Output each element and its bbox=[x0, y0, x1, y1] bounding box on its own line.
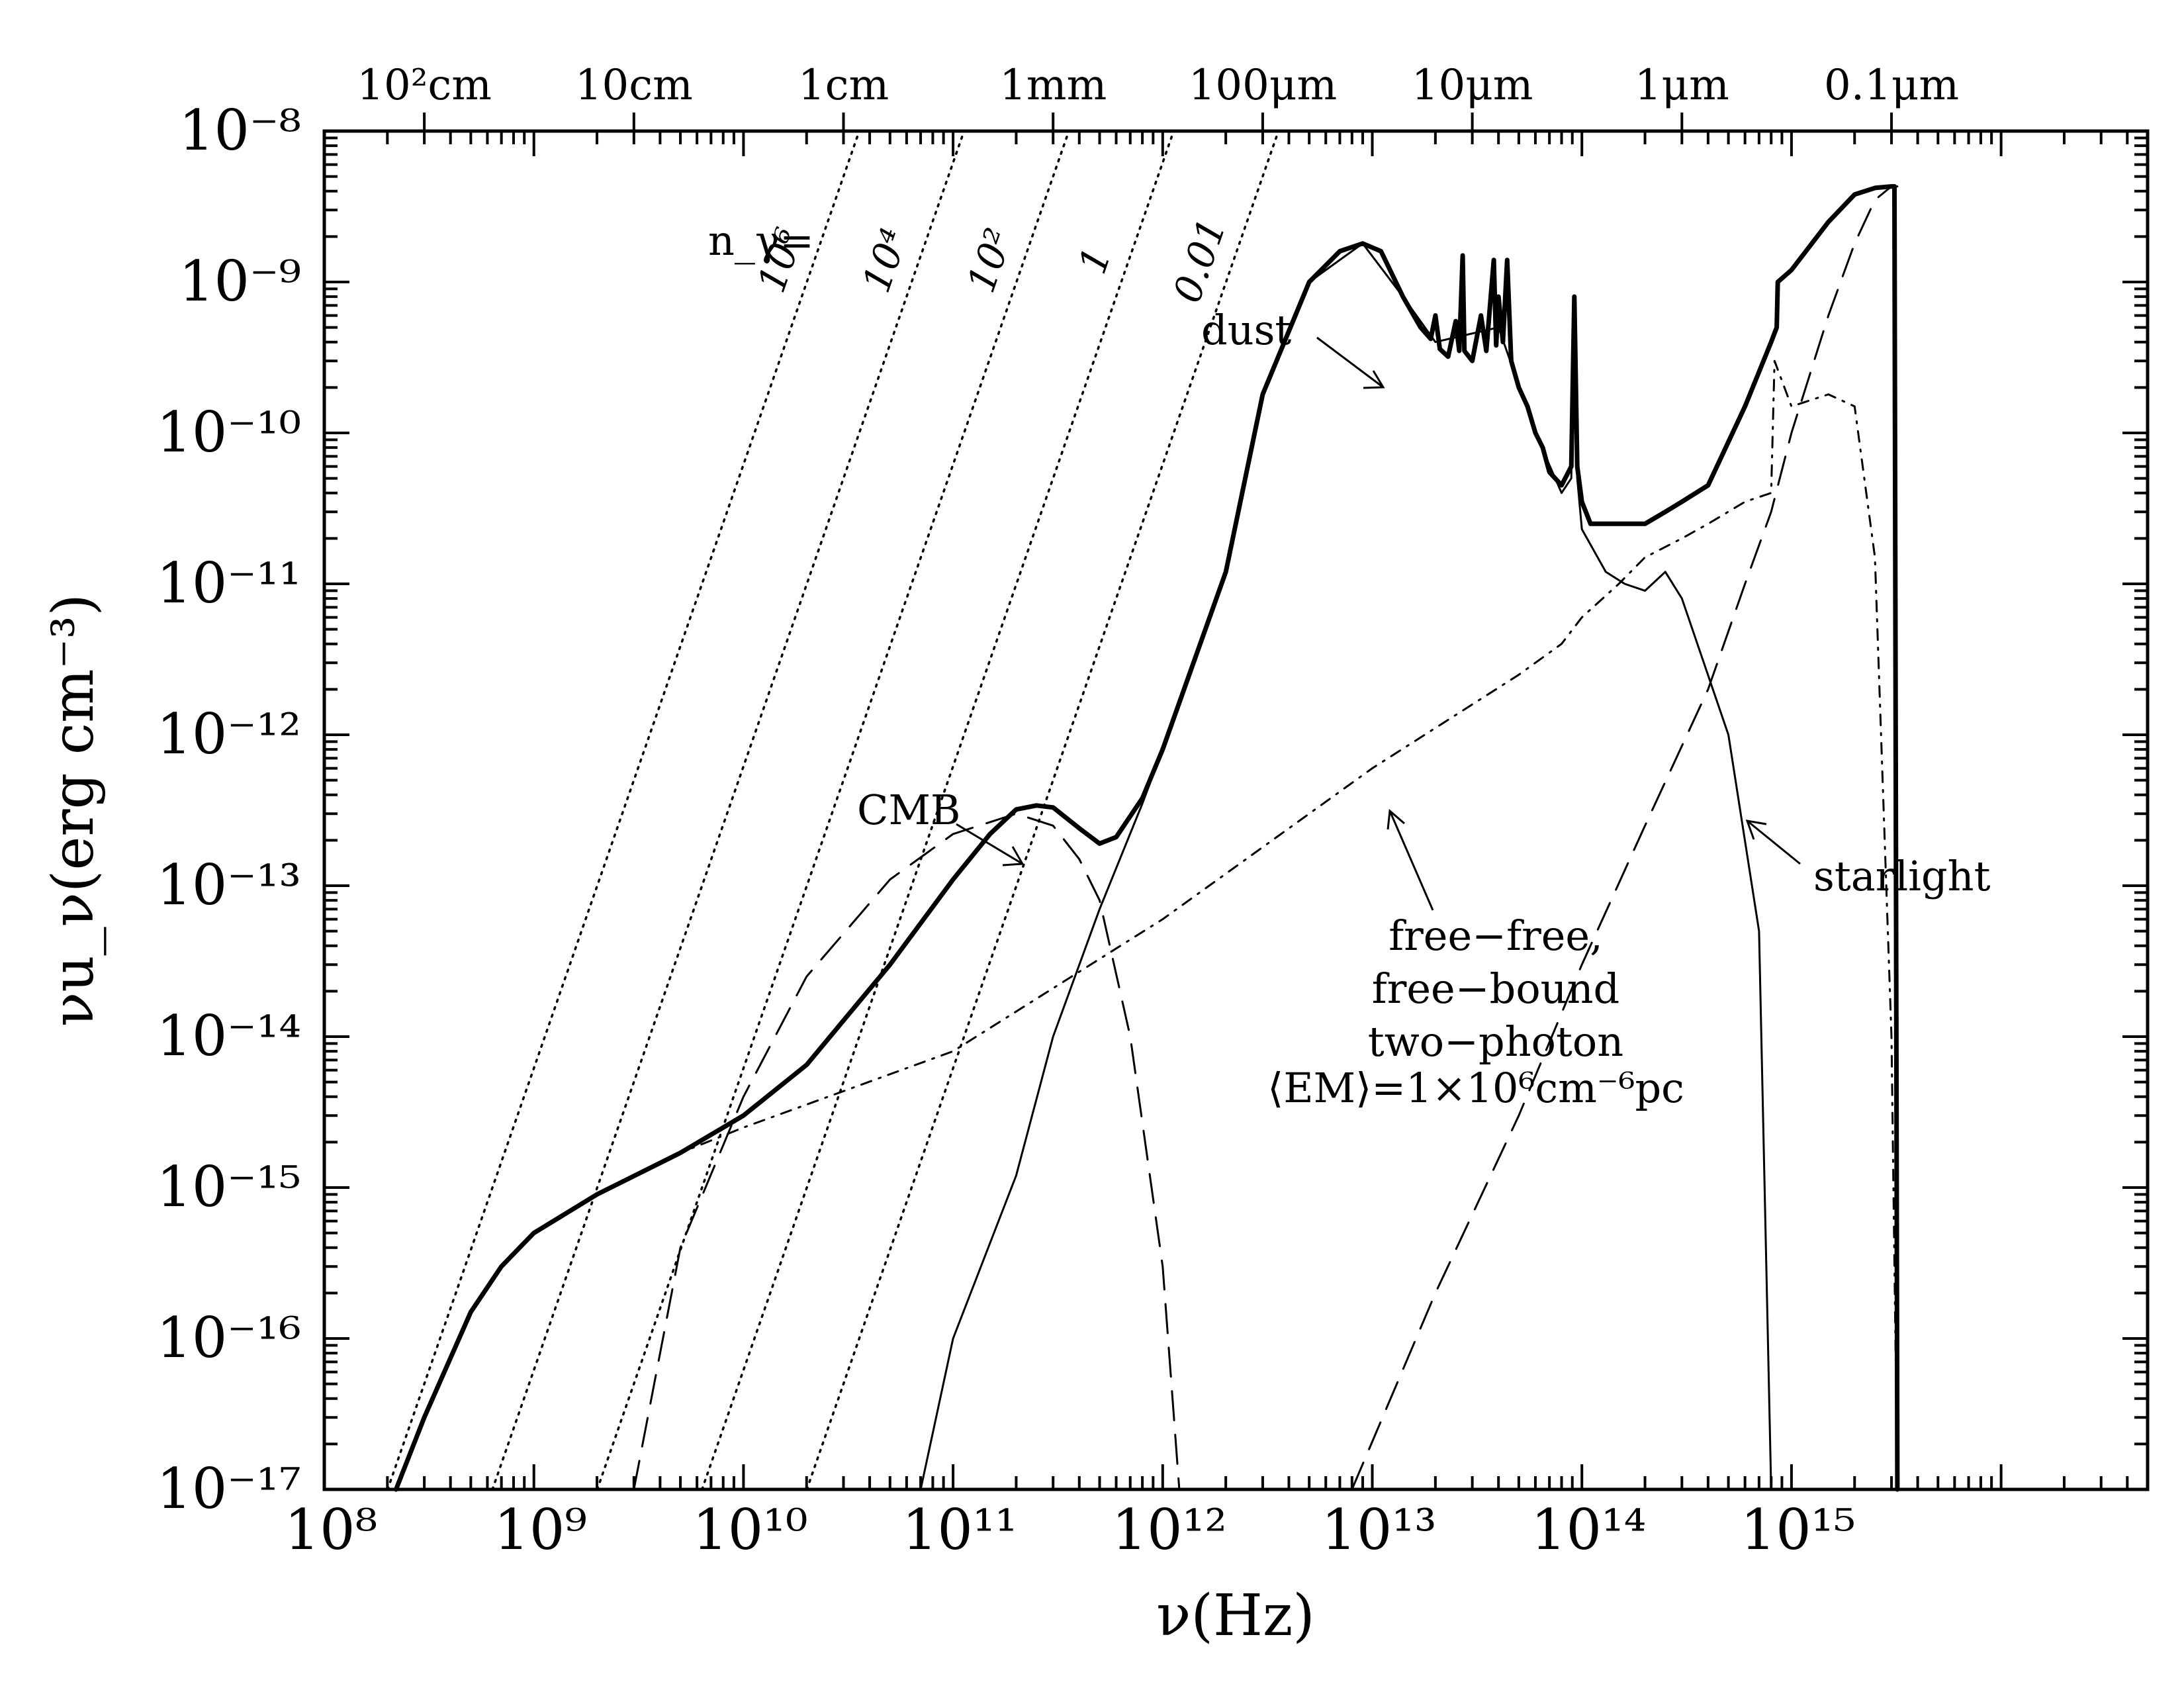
occupation-label: 1 bbox=[1069, 242, 1120, 279]
y-tick-label: 10⁻¹⁰ bbox=[156, 400, 301, 465]
label-layer: 10⁸ 10⁹ 10¹⁰ 10¹¹ 10¹² 10¹³ 10¹⁴ 10¹⁵10⁻⁸10⁻⁹10… bbox=[156, 61, 1959, 1562]
top-axis-label: 1μm bbox=[1635, 61, 1729, 110]
dust-arrow bbox=[1316, 336, 1384, 389]
top-axis-label: 10²cm bbox=[357, 61, 492, 110]
occupation-line bbox=[701, 130, 1175, 1491]
y-tick-label: 10⁻¹¹ bbox=[156, 551, 301, 616]
minor-ticks bbox=[324, 131, 2149, 1489]
top-axis-label: 100μm bbox=[1189, 61, 1337, 110]
x-tick-label: 10⁸ bbox=[285, 1497, 378, 1562]
ngamma-prefix: n_γ= bbox=[708, 216, 814, 265]
cmb-arrow bbox=[956, 823, 1023, 865]
series-line-long-dash bbox=[633, 812, 1181, 1491]
y-tick-label: 10⁻¹⁴ bbox=[156, 1004, 301, 1068]
x-tick-label: 10¹⁴ bbox=[1531, 1497, 1646, 1562]
starlight-arrow bbox=[1747, 820, 1801, 865]
major-ticks bbox=[323, 113, 2148, 1491]
x-tick-label: 10⁹ bbox=[494, 1497, 587, 1562]
occupation-line bbox=[491, 130, 966, 1491]
y-tick-label: 10⁻¹³ bbox=[156, 853, 301, 917]
series-layer bbox=[393, 184, 1900, 1492]
top-axis-label: 1mm bbox=[999, 61, 1107, 110]
y-axis-title: νu_ν(erg cm⁻³) bbox=[40, 594, 107, 1027]
cmb-arrowhead bbox=[1002, 846, 1024, 867]
occupation-line bbox=[596, 130, 1070, 1491]
x-axis-title: ν(Hz) bbox=[1156, 1583, 1315, 1649]
occupation-label: 10² bbox=[958, 222, 1022, 298]
annotation-emission-measure: ⟨EM⟩=1×10⁶cm⁻⁶pc bbox=[1267, 1064, 1684, 1112]
occupation-line bbox=[805, 130, 1280, 1491]
series-line-long-dash bbox=[1351, 185, 1899, 1491]
x-tick-label: 10¹⁵ bbox=[1741, 1497, 1856, 1562]
plot-area bbox=[322, 129, 2150, 1491]
x-tick-label: 10¹² bbox=[1112, 1497, 1227, 1562]
series-line-dash-dot bbox=[394, 359, 1899, 1491]
series-line-thick-solid bbox=[393, 184, 1900, 1492]
annotation-free-free: free−free, bbox=[1388, 912, 1603, 960]
top-axis-label: 0.1μm bbox=[1824, 61, 1959, 110]
annotation-cmb: CMB bbox=[857, 786, 960, 834]
occupation-label: 10⁴ bbox=[854, 222, 917, 298]
x-tick-label: 10¹¹ bbox=[902, 1497, 1017, 1562]
top-axis-label: 1cm bbox=[798, 61, 889, 110]
x-tick-label: 10¹⁰ bbox=[692, 1497, 807, 1562]
occupation-lines bbox=[386, 130, 1280, 1491]
y-tick-label: 10⁻¹⁵ bbox=[156, 1154, 301, 1219]
y-tick-label: 10⁻⁹ bbox=[179, 249, 301, 314]
free-free-arrow bbox=[1388, 810, 1434, 911]
free-free-arrowhead bbox=[1387, 808, 1405, 830]
y-tick-label: 10⁻¹⁶ bbox=[156, 1305, 301, 1370]
annotation-two-photon: two−photon bbox=[1368, 1017, 1623, 1066]
series-line-thin-solid bbox=[919, 242, 1772, 1491]
occupation-line bbox=[386, 130, 861, 1491]
annotation-starlight: starlight bbox=[1813, 852, 1991, 900]
annotation-dust: dust bbox=[1201, 306, 1291, 354]
occupation-label: 0.01 bbox=[1164, 212, 1235, 308]
top-axis-label: 10cm bbox=[575, 61, 693, 110]
x-tick-label: 10¹³ bbox=[1321, 1497, 1436, 1562]
starlight-arrowhead bbox=[1745, 820, 1767, 840]
y-tick-label: 10⁻⁸ bbox=[179, 98, 301, 163]
top-axis-label: 10μm bbox=[1412, 61, 1533, 110]
annotation-free-bound: free−bound bbox=[1372, 964, 1619, 1013]
y-tick-label: 10⁻¹⁷ bbox=[156, 1456, 301, 1521]
dust-arrowhead bbox=[1363, 370, 1385, 389]
y-tick-label: 10⁻¹² bbox=[156, 702, 301, 767]
annotation-arrows bbox=[956, 336, 1801, 911]
